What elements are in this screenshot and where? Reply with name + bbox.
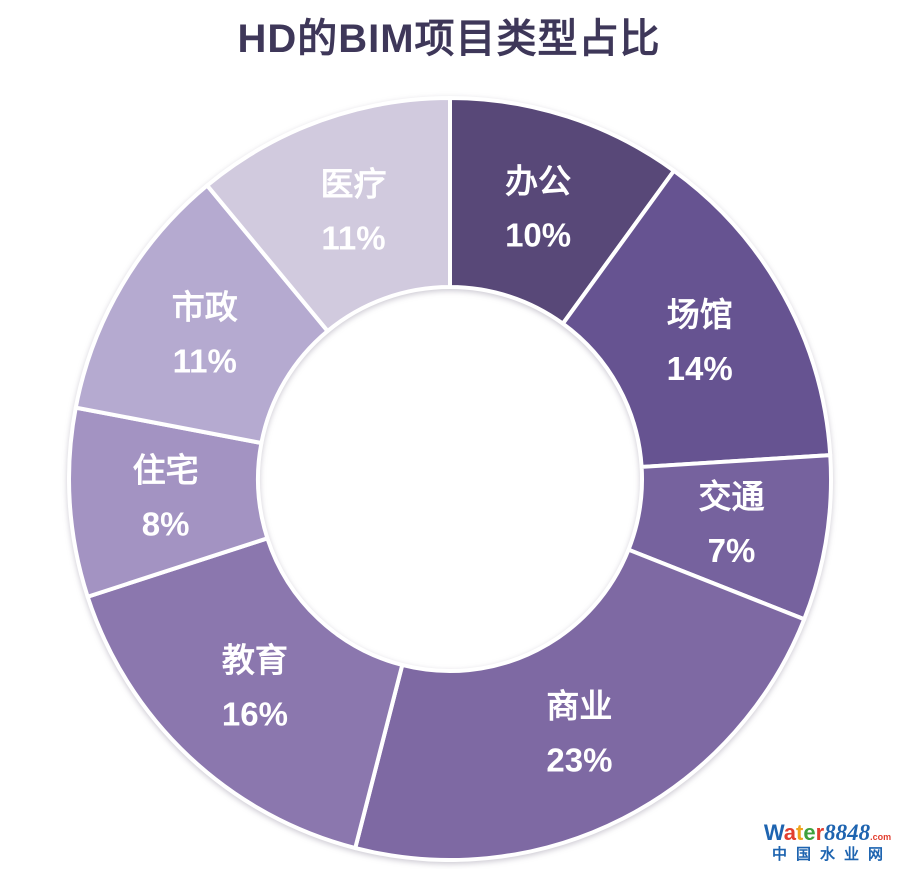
brand-letter: a bbox=[783, 820, 797, 846]
watermark-tagline: 中国水业网 bbox=[771, 846, 892, 864]
donut-slice-1 bbox=[560, 168, 833, 469]
brand-letter: t bbox=[796, 820, 804, 846]
slice-percent-label: 23% bbox=[546, 741, 612, 778]
brand-domain: .com bbox=[870, 832, 892, 843]
slice-percent-label: 10% bbox=[505, 216, 571, 253]
watermark-logo: Water8848.com 中国水业网 bbox=[763, 821, 892, 863]
chart-title: HD的BIM项目类型占比 bbox=[237, 17, 661, 61]
brand-number: 8848 bbox=[824, 820, 871, 846]
slice-percent-label: 14% bbox=[667, 350, 733, 387]
donut-slice-6 bbox=[73, 183, 330, 446]
donut-slice-7 bbox=[205, 96, 452, 334]
donut-slices-group bbox=[67, 96, 833, 862]
slice-category-label: 市政 bbox=[172, 288, 238, 325]
watermark-brand: Water8848.com bbox=[763, 821, 892, 845]
slice-percent-label: 7% bbox=[708, 532, 756, 569]
slice-category-label: 住宅 bbox=[133, 451, 199, 488]
slice-percent-label: 8% bbox=[142, 505, 190, 542]
slice-percent-label: 11% bbox=[321, 219, 385, 256]
slice-category-label: 场馆 bbox=[667, 296, 733, 333]
slice-percent-label: 11% bbox=[173, 342, 237, 379]
slice-category-label: 商业 bbox=[546, 687, 612, 724]
slice-category-label: 交通 bbox=[699, 478, 765, 515]
donut-slice-4 bbox=[85, 536, 405, 851]
brand-letter: W bbox=[763, 820, 784, 846]
slice-percent-label: 16% bbox=[222, 695, 288, 732]
brand-letter: e bbox=[803, 820, 816, 846]
slice-category-label: 办公 bbox=[505, 162, 571, 199]
slice-category-label: 医疗 bbox=[321, 165, 387, 202]
donut-slice-3 bbox=[353, 547, 807, 862]
slice-category-label: 教育 bbox=[222, 641, 288, 678]
brand-letter: r bbox=[815, 820, 825, 846]
